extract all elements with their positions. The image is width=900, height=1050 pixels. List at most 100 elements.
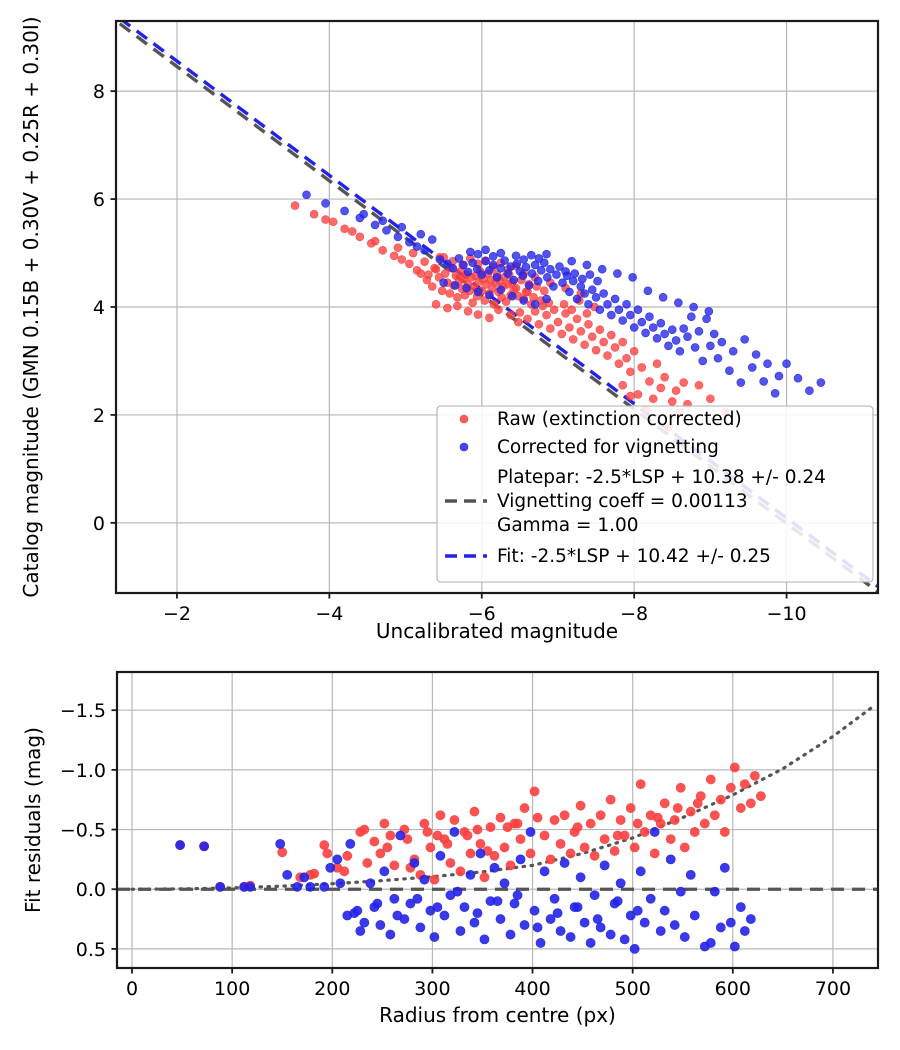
data-point [462, 283, 471, 293]
data-point [526, 250, 536, 260]
data-point [645, 893, 656, 904]
legend-entry-vignetting-coeff: Vignetting coeff = 0.00113 [497, 491, 748, 512]
data-point [635, 866, 646, 877]
data-point [442, 838, 453, 849]
data-point [472, 824, 483, 835]
data-point [645, 312, 654, 322]
data-point [489, 862, 500, 873]
data-point [679, 932, 690, 942]
data-point [488, 251, 498, 261]
data-point [466, 247, 475, 257]
data-point [643, 286, 653, 296]
data-point [481, 256, 490, 266]
data-point [713, 353, 723, 363]
data-point [370, 220, 380, 230]
data-point [424, 270, 433, 279]
legend-entry-fit: Fit: -2.5*LSP + 10.42 +/- 0.25 [497, 546, 771, 567]
data-point [332, 854, 343, 865]
data-point [704, 307, 714, 316]
data-point [215, 881, 226, 892]
data-point [290, 201, 300, 210]
tick-label-x: 200 [314, 978, 350, 1000]
data-point [340, 224, 349, 234]
data-point [589, 850, 600, 861]
data-point [667, 397, 677, 406]
series-corrected [302, 190, 826, 398]
tick-label-y: −1.5 [60, 700, 106, 722]
data-point [453, 301, 462, 311]
data-point [614, 359, 624, 368]
data-point [512, 259, 522, 269]
data-point [575, 872, 586, 883]
tick-label-y: 4 [93, 297, 105, 319]
data-point [435, 255, 445, 264]
tick-label-x: 100 [214, 978, 250, 1000]
data-point [555, 838, 566, 849]
data-point [511, 283, 521, 293]
data-point [658, 292, 668, 302]
data-point [575, 800, 586, 811]
data-point [454, 254, 464, 263]
data-point [749, 770, 760, 781]
data-point [435, 810, 446, 821]
series-raw [290, 201, 730, 432]
data-point [462, 830, 473, 841]
data-point [719, 862, 730, 873]
data-point [715, 922, 726, 933]
data-point [501, 297, 511, 306]
data-point [589, 890, 600, 901]
tick-label-y: 6 [93, 189, 105, 211]
data-point [683, 332, 692, 341]
data-point [430, 263, 439, 273]
data-point [534, 254, 544, 263]
data-point [397, 222, 407, 232]
data-point [481, 245, 490, 255]
data-point [427, 235, 437, 244]
data-point [385, 830, 396, 841]
data-point [603, 299, 612, 309]
data-point [389, 893, 400, 904]
tick-label-x: −8 [620, 603, 648, 625]
legend-entry-raw: Raw (extinction corrected) [497, 409, 742, 430]
tick-label-x: 500 [615, 978, 651, 1000]
data-point [546, 264, 555, 274]
data-point [523, 314, 532, 324]
data-point [372, 898, 383, 909]
data-point [549, 815, 560, 825]
data-point [395, 830, 406, 841]
legend-entry-platepar: Platepar: -2.5*LSP + 10.38 +/- 0.24 [497, 467, 826, 488]
data-point [585, 818, 596, 829]
data-point [309, 209, 319, 219]
data-point [416, 229, 426, 239]
data-point [729, 941, 740, 952]
data-point [382, 226, 391, 235]
data-point [468, 258, 477, 268]
data-point [561, 309, 570, 318]
legend-marker-dot [459, 442, 469, 452]
data-point [527, 269, 537, 278]
axes-fit-residuals: 0 100 200 300 400 500 600 700 0.5 0.0 −0.5 −1.0 −1.5… [21, 670, 880, 1027]
data-point [599, 834, 610, 844]
data-point [759, 377, 769, 386]
data-point [706, 341, 715, 351]
data-point [378, 246, 388, 255]
data-point [485, 313, 494, 323]
data-point [519, 803, 530, 813]
data-point [539, 866, 550, 877]
data-point [275, 838, 286, 849]
data-point [432, 902, 443, 913]
data-point [455, 926, 466, 936]
data-point [568, 335, 578, 344]
data-point [530, 260, 540, 270]
data-point [614, 305, 624, 315]
data-point [579, 917, 590, 928]
data-point [405, 898, 416, 909]
tick-label-y: −0.5 [60, 820, 106, 842]
data-point [408, 248, 418, 258]
data-point [515, 834, 526, 844]
data-point [618, 337, 628, 347]
data-point [725, 917, 736, 928]
data-point [559, 858, 570, 868]
data-point [660, 329, 669, 339]
data-point [694, 326, 704, 336]
